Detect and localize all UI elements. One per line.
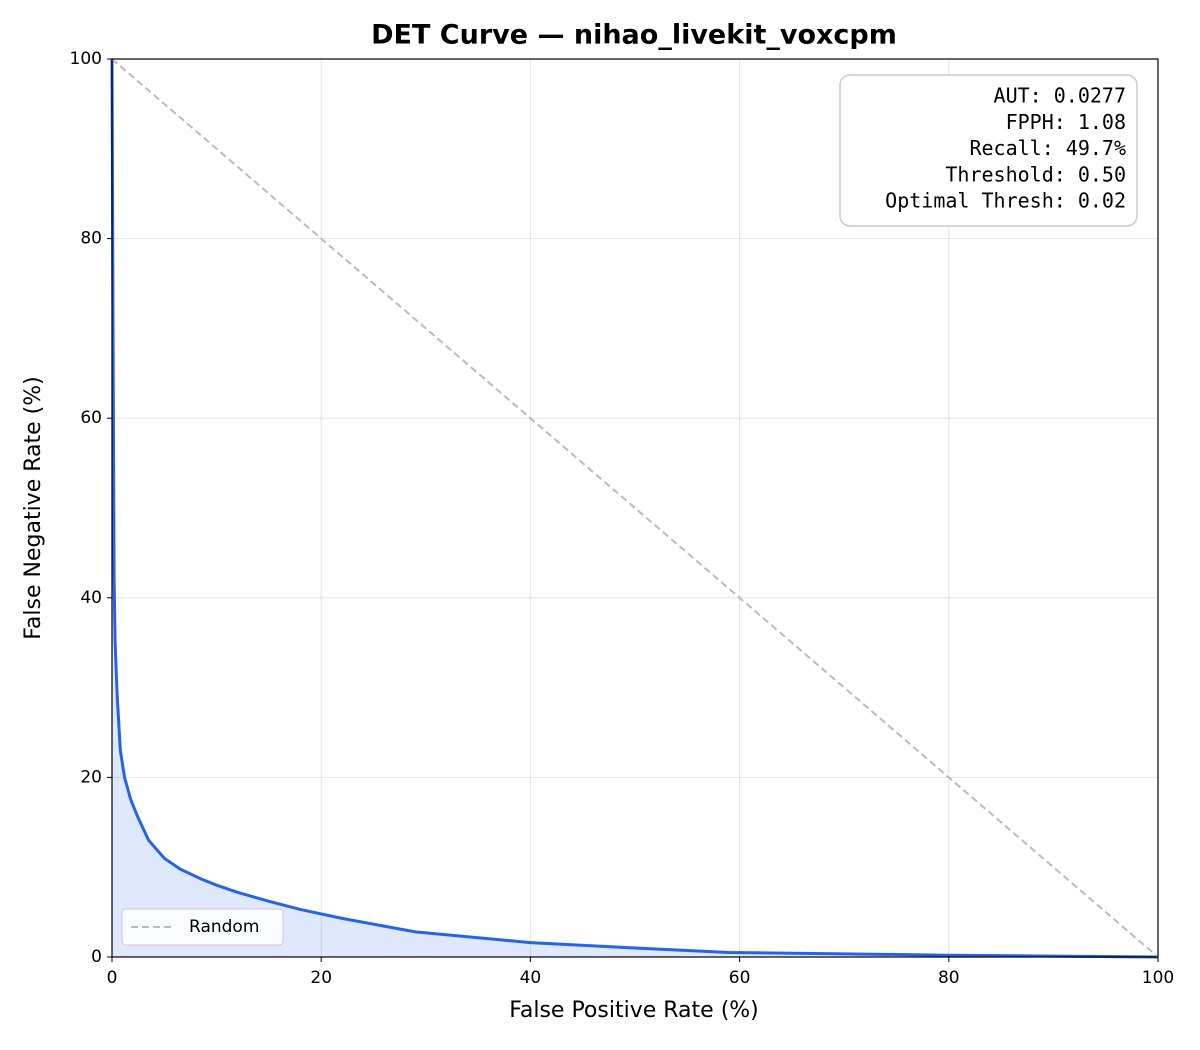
x-tick-label: 100 bbox=[1142, 968, 1174, 988]
x-tick-label: 60 bbox=[729, 968, 751, 988]
annotation-line: Optimal Thresh: 0.02 bbox=[885, 189, 1126, 213]
annotation-box bbox=[839, 74, 1138, 227]
legend-label: Random bbox=[189, 917, 259, 937]
x-tick-label: 20 bbox=[310, 968, 332, 988]
annotation-line: AUT: 0.0277 bbox=[994, 84, 1126, 108]
y-tick-label: 0 bbox=[91, 947, 102, 967]
y-tick-label: 100 bbox=[70, 49, 102, 69]
x-tick-label: 40 bbox=[520, 968, 542, 988]
annotation-line: FPPH: 1.08 bbox=[1006, 110, 1126, 134]
chart-title: DET Curve — nihao_livekit_voxcpm bbox=[371, 20, 897, 51]
y-tick-label: 80 bbox=[80, 229, 102, 249]
annotation-line: Threshold: 0.50 bbox=[945, 162, 1126, 186]
x-tick-label: 0 bbox=[107, 968, 118, 988]
annotation-line: Recall: 49.7% bbox=[969, 136, 1126, 160]
line bbox=[111, 58, 1159, 958]
plot-frame bbox=[111, 58, 1159, 958]
y-tick-label: 40 bbox=[80, 588, 102, 608]
y-tick-label: 60 bbox=[80, 408, 102, 428]
x-axis-label: False Positive Rate (%) bbox=[509, 998, 759, 1023]
y-tick-label: 20 bbox=[80, 767, 102, 787]
y-axis-label: False Negative Rate (%) bbox=[21, 376, 46, 639]
x-tick-label: 80 bbox=[938, 968, 960, 988]
legend-box bbox=[121, 908, 284, 946]
line bbox=[110, 58, 1159, 959]
